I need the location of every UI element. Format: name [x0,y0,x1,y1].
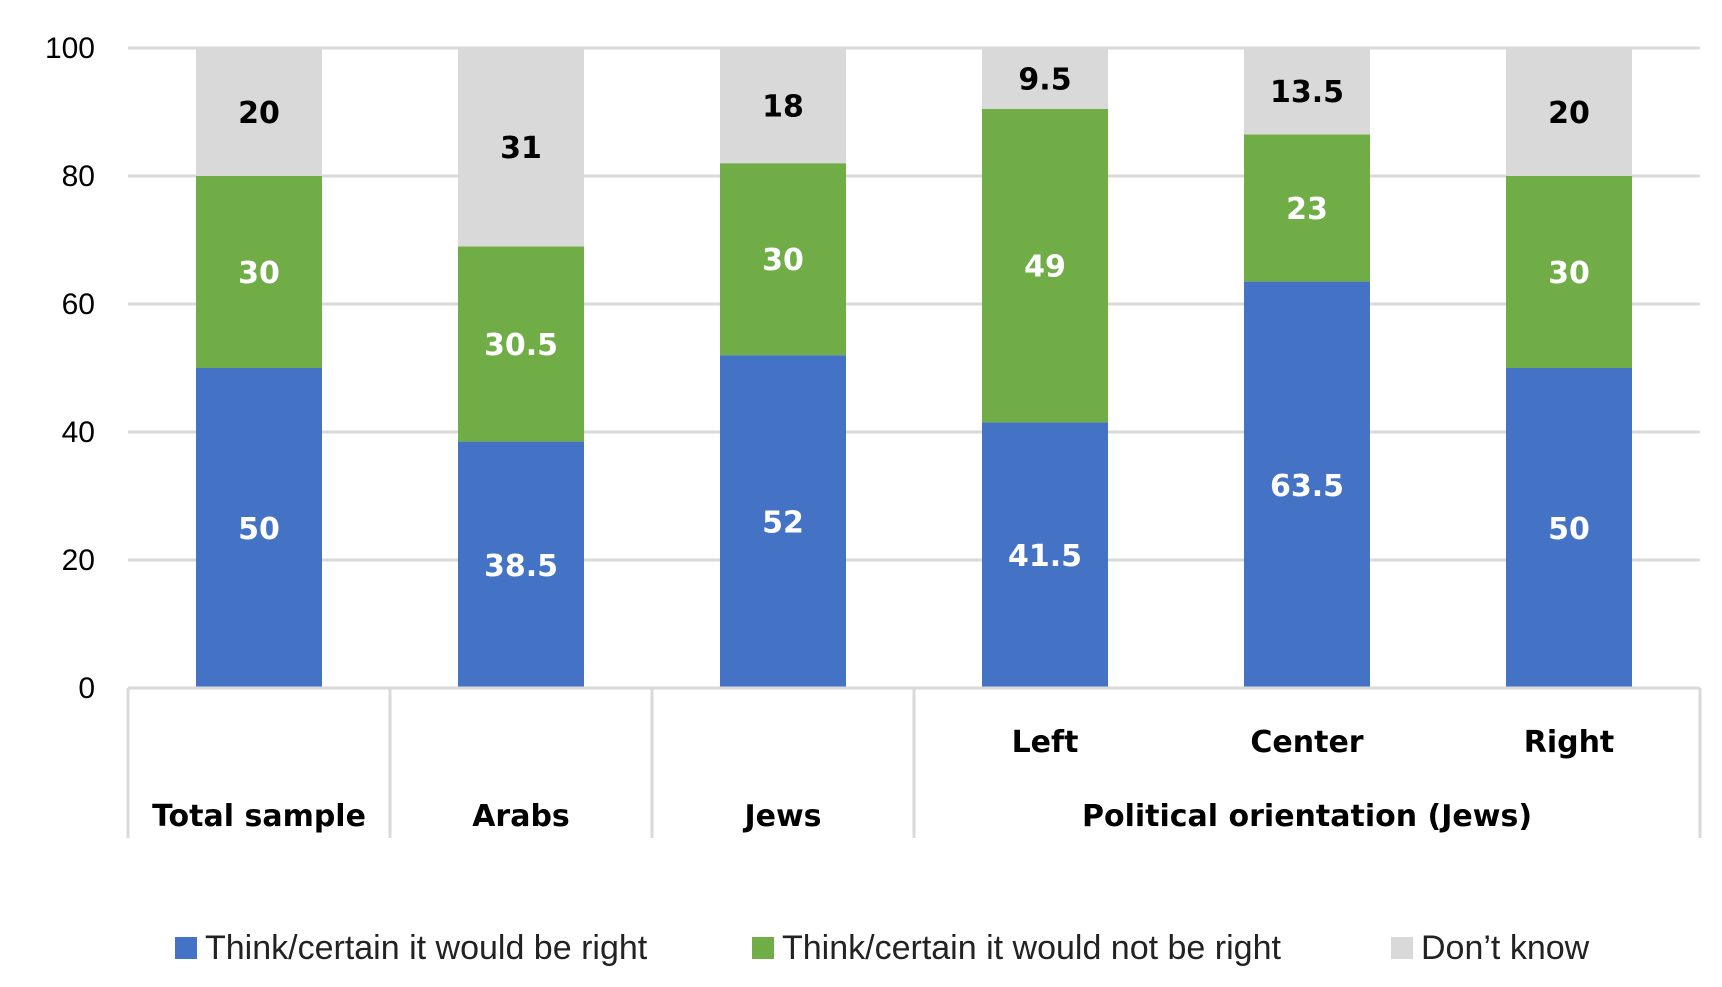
gridlines [128,46,1700,690]
bar-center-series-1 [1244,281,1370,688]
bar-jews-series-3 [720,48,846,164]
bar-center-series-3 [1244,48,1370,135]
y-tick-label-60: 60 [62,288,95,321]
data-label-arabs-series-2: 30.5 [484,328,558,363]
data-label-left-series-2: 49 [1024,250,1066,285]
data-label-total-sample-series-2: 30 [238,256,280,291]
bar-jews-series-2 [720,163,846,356]
data-label-left-series-1: 41.5 [1008,539,1082,574]
category-label-center: Center [1250,725,1363,760]
x-axis: Total sample Arabs Jews Left Center Right Poli… [126,686,1702,838]
legend-swatch-3 [1391,937,1413,959]
data-label-right-series-2: 30 [1548,256,1590,291]
bar-right-series-2 [1506,176,1632,368]
bars: 50 30 20 38.5 30.5 31 52 30 18 41.5 49 9.5 63.5 23 13.… [196,48,1632,688]
data-label-jews-series-2: 30 [762,243,804,278]
y-tick-label-0: 0 [78,672,95,705]
data-label-right-series-1: 50 [1548,512,1590,547]
data-label-arabs-series-3: 31 [500,131,542,166]
legend-swatch-2 [752,937,774,959]
data-label-jews-series-1: 52 [762,506,804,541]
category-label-left: Left [1012,725,1079,760]
bar-arabs-series-1 [458,441,584,688]
legend-label-1: Think/certain it would be right [205,929,648,967]
y-axis: 0 20 40 60 80 100 [45,32,95,705]
bar-left-series-2 [982,108,1108,423]
data-label-right-series-3: 20 [1548,96,1590,131]
data-label-total-sample-series-3: 20 [238,96,280,131]
y-tick-label-40: 40 [62,416,95,449]
bar-arabs-series-3 [458,48,584,247]
category-label-total-sample: Total sample [152,799,366,834]
bar-total-sample-series-1 [196,368,322,688]
bar-jews-series-1 [720,355,846,688]
bar-right-series-3 [1506,48,1632,176]
data-label-jews-series-3: 18 [762,90,804,125]
data-label-total-sample-series-1: 50 [238,512,280,547]
group-label-political-orientation: Political orientation (Jews) [1082,799,1532,834]
y-tick-label-80: 80 [62,160,95,193]
category-label-arabs: Arabs [472,799,570,834]
legend-label-2: Think/certain it would not be right [782,929,1281,967]
data-label-arabs-series-1: 38.5 [484,549,558,584]
data-label-center-series-3: 13.5 [1270,75,1344,110]
category-label-jews: Jews [742,799,821,834]
bar-total-sample-series-3 [196,48,322,176]
bar-center-series-2 [1244,134,1370,282]
y-tick-label-20: 20 [62,544,95,577]
legend: Think/certain it would be right Think/cer… [175,929,1590,967]
bar-left-series-1 [982,422,1108,688]
legend-swatch-1 [175,937,197,959]
data-label-center-series-2: 23 [1286,192,1328,227]
category-label-right: Right [1524,725,1615,760]
data-label-center-series-1: 63.5 [1270,469,1344,504]
bar-right-series-1 [1506,368,1632,688]
legend-label-3: Don’t know [1421,929,1590,967]
bar-total-sample-series-2 [196,176,322,368]
y-tick-label-100: 100 [45,32,95,65]
data-label-left-series-3: 9.5 [1018,62,1071,97]
bar-arabs-series-2 [458,246,584,442]
bar-left-series-3 [982,48,1108,109]
